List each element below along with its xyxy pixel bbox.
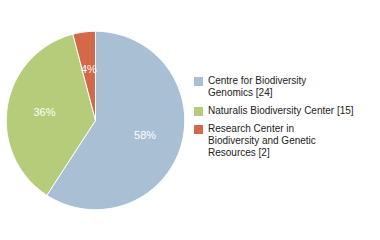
html-text:Centre for Biodiversity Genomi: Centre for Biodiversity Genomics [24]: [208, 75, 307, 98]
svg-text:58%: 58%: [134, 129, 156, 141]
html-text:Naturalis Biodiversity Center: Naturalis Biodiversity Center [15]: [208, 105, 354, 116]
svg-text:36%: 36%: [33, 106, 55, 118]
svg-text:4%: 4%: [81, 63, 97, 75]
html-text:Research Center in Biodiversit: Research Center in Biodiversity and Gene…: [208, 123, 316, 158]
